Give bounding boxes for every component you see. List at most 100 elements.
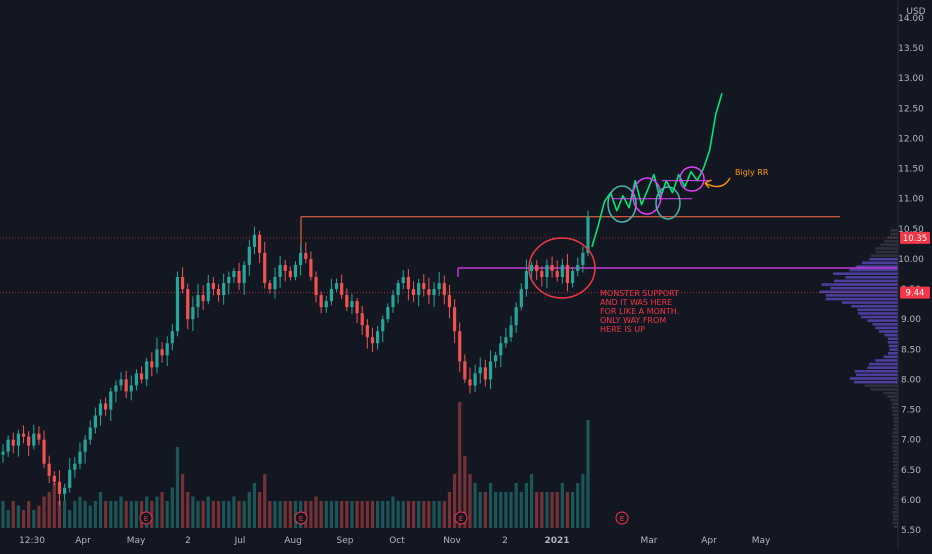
volume-bar: [114, 501, 118, 528]
volume-bar: [560, 483, 564, 528]
candle-body: [478, 367, 482, 374]
volume-profile-bar: [880, 243, 898, 247]
volume-bar: [170, 487, 174, 528]
volume-bar: [504, 492, 508, 528]
candle-body: [473, 373, 477, 386]
candle-body: [571, 270, 575, 284]
candle-body: [257, 234, 262, 253]
volume-profile-bar: [867, 319, 898, 322]
volume-profile-bar: [887, 337, 898, 341]
volume-bar: [376, 501, 380, 528]
volume-profile-bar: [890, 398, 898, 402]
volume-bar: [370, 501, 375, 528]
candle-body: [581, 252, 585, 265]
volume-profile-bar: [892, 409, 898, 413]
candles: [1, 210, 590, 506]
candle-body: [401, 277, 405, 284]
volume-profile-bar: [869, 362, 898, 366]
volume-bar: [160, 492, 164, 528]
candle-body: [109, 391, 113, 410]
candle-body: [360, 313, 364, 326]
volume-profile-bar: [892, 431, 898, 435]
pattern-ellipse-2: [632, 177, 662, 215]
time-tick-label: May: [752, 536, 771, 546]
candle-body: [299, 252, 303, 265]
earnings-marker[interactable]: E: [615, 511, 629, 525]
volume-bar: [42, 496, 46, 528]
volume-profile-bar: [833, 272, 898, 275]
candle-body: [16, 433, 20, 446]
volume-bar: [329, 501, 334, 528]
volume-bar: [442, 501, 446, 528]
price-tick-label: 8.50: [901, 345, 921, 355]
volume-profile-bar: [892, 402, 898, 406]
volume-bar: [422, 501, 426, 528]
volume-bar: [509, 492, 513, 528]
volume-bar: [232, 496, 236, 528]
support-ellipse: [528, 237, 596, 299]
earnings-marker-label: E: [299, 515, 303, 523]
candle-body: [83, 439, 87, 452]
volume-profile-bar: [893, 467, 898, 471]
volume-bar: [555, 492, 559, 528]
time-tick-label: 12:30: [19, 536, 45, 546]
volume-profile-bar: [892, 449, 898, 453]
candle-body: [324, 301, 328, 308]
candle-body: [565, 264, 570, 284]
candle-body: [191, 307, 195, 320]
volume-bar: [576, 483, 580, 528]
price-badges: 10.35 9.44: [900, 231, 930, 299]
volume-bar: [237, 501, 241, 528]
price-tick-label: 7.50: [901, 406, 921, 416]
volume-profile-bar: [875, 250, 898, 254]
volume-profile-bar: [884, 239, 898, 243]
candle-body: [232, 270, 236, 278]
candle-body: [550, 264, 554, 271]
earnings-marker[interactable]: E: [294, 511, 308, 525]
candle-body: [555, 270, 559, 278]
volume-profile-bar: [892, 518, 898, 521]
volume-profile-bar: [867, 366, 898, 369]
volume-bar: [586, 420, 590, 528]
candle-body: [114, 385, 118, 392]
volume-bar: [93, 501, 97, 528]
candle-body: [576, 264, 580, 271]
drawings: [528, 93, 731, 299]
candle-body: [355, 301, 359, 314]
volume-bar: [540, 492, 544, 528]
candle-body: [181, 277, 185, 290]
earnings-marker[interactable]: E: [139, 511, 153, 525]
candle-body: [268, 283, 272, 290]
volume-bar: [227, 501, 231, 528]
volume-profile-bar: [889, 348, 898, 351]
volume-bar: [268, 501, 272, 528]
candle-body: [560, 264, 564, 278]
volume-profile: [819, 229, 898, 528]
candle-body: [304, 252, 308, 259]
candle-body: [427, 289, 431, 296]
candle-body: [422, 283, 426, 290]
volume-profile-bar: [854, 369, 898, 373]
candle-body: [545, 264, 549, 278]
volume-bar: [252, 483, 257, 528]
candle-body: [519, 289, 523, 308]
support-annotation-line: MONSTER SUPPORT: [600, 289, 679, 298]
volume-profile-bar: [875, 326, 898, 330]
volume-bar: [16, 505, 20, 528]
candle-body: [406, 277, 410, 290]
candle-body: [222, 283, 226, 296]
volume-bar: [27, 501, 31, 528]
time-tick-label: May: [127, 536, 146, 546]
volume-bar: [319, 501, 323, 528]
candle-body: [175, 277, 180, 332]
candle-body: [381, 319, 385, 332]
volume-bar: [519, 492, 523, 528]
candle-body: [345, 295, 349, 308]
earnings-marker[interactable]: E: [454, 511, 468, 525]
rr-annotation: Bigly RR: [735, 168, 769, 177]
currency-label[interactable]: USD: [906, 7, 925, 17]
candle-body: [145, 361, 149, 380]
